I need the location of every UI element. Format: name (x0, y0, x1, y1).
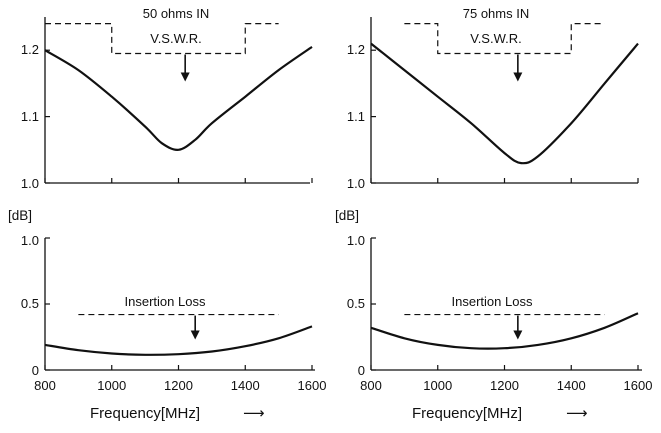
y-tick-label: 1.0 (347, 233, 365, 248)
plot-area (44, 23, 313, 184)
panel-vswr-50: 1.2 1.1 1.0 50 ohms IN V.S.W.R. (21, 6, 313, 191)
plot-area (370, 23, 639, 184)
panel-loss-50: [dB] 1.0 0.5 0 Insertion Loss 800 1000 120… (8, 208, 326, 393)
x-tick-label: 1000 (97, 378, 126, 393)
x-tick-label: 800 (360, 378, 382, 393)
annotation-impedance: 50 ohms IN (143, 6, 209, 21)
x-axis-title: Frequency[MHz] (412, 405, 522, 422)
y-tick-label: 0 (358, 363, 365, 378)
x-tick-label: 1200 (164, 378, 193, 393)
y-unit-label: [dB] (8, 208, 32, 223)
y-tick-label: 1.2 (347, 42, 365, 57)
panel-vswr-75: 1.2 1.1 1.0 75 ohms IN V.S.W.R. (347, 6, 639, 191)
y-tick-label: 1.0 (21, 233, 39, 248)
x-tick-label: 1600 (624, 378, 653, 393)
spec-arrow-head (513, 72, 523, 82)
x-tick-label: 1000 (423, 378, 452, 393)
x-tick-label: 1400 (557, 378, 586, 393)
y-tick-label: 1.2 (21, 42, 39, 57)
spec-arrow-head (180, 72, 190, 82)
y-tick-label: 1.1 (21, 109, 39, 124)
annotation-vswr: V.S.W.R. (150, 31, 202, 46)
spec-limit-line (45, 23, 279, 55)
x-tick-label: 800 (34, 378, 56, 393)
annotation-insertion-loss: Insertion Loss (452, 294, 533, 309)
plot-area: 800 1000 1200 1400 1600 (360, 237, 653, 393)
x-axis-arrow: ⟶ (243, 405, 265, 422)
y-tick-label: 0.5 (21, 296, 39, 311)
spec-limit-line (404, 23, 605, 55)
x-axis-arrow: ⟶ (566, 405, 588, 422)
y-tick-label: 0 (32, 363, 39, 378)
x-axis-title: Frequency[MHz] (90, 405, 200, 422)
y-tick-label: 1.1 (347, 109, 365, 124)
limit-arrow-head (513, 330, 523, 340)
y-unit-label: [dB] (335, 208, 359, 223)
y-tick-label: 0.5 (347, 296, 365, 311)
series-line (44, 45, 313, 151)
annotation-insertion-loss: Insertion Loss (125, 294, 206, 309)
series-line (370, 312, 639, 350)
panel-loss-75: [dB] 1.0 0.5 0 Insertion Loss 800 1000 120… (335, 208, 652, 393)
annotation-impedance: 75 ohms IN (463, 6, 529, 21)
series-line (44, 325, 313, 356)
y-tick-label: 1.0 (347, 176, 365, 191)
annotation-vswr: V.S.W.R. (470, 31, 522, 46)
x-tick-label: 1600 (298, 378, 327, 393)
y-tick-label: 1.0 (21, 176, 39, 191)
x-tick-label: 1400 (231, 378, 260, 393)
x-tick-label: 1200 (490, 378, 519, 393)
limit-arrow-head (190, 330, 200, 340)
plot-area: 800 1000 1200 1400 1600 (34, 237, 327, 393)
series-line (370, 42, 639, 165)
